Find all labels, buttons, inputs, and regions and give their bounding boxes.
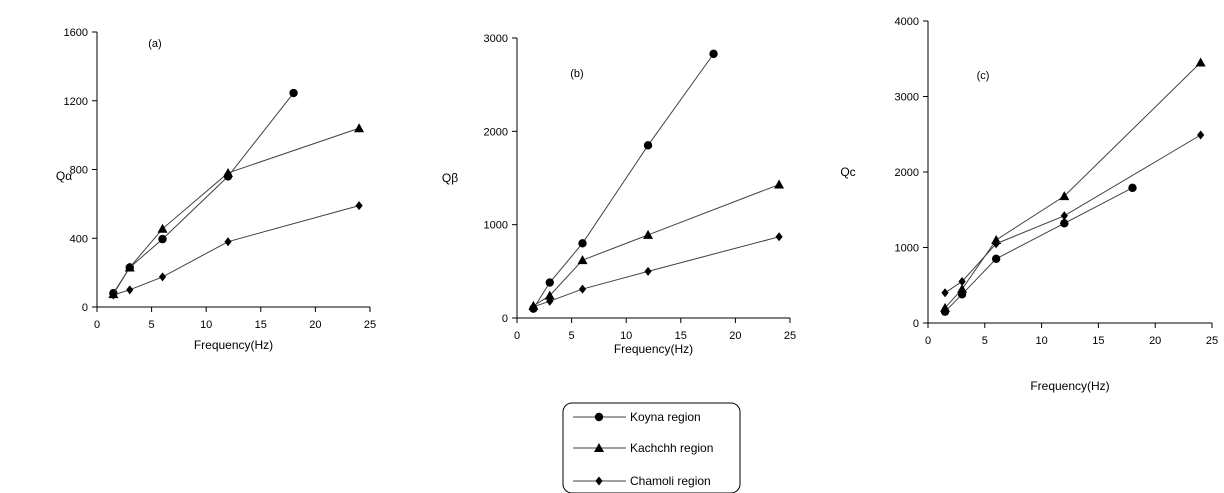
data-point [774,179,785,189]
x-tick-label: 20 [729,330,741,342]
x-tick-label: 25 [784,330,796,342]
data-point [1060,219,1069,228]
y-tick-label: 0 [913,318,919,330]
x-tick-label: 10 [1035,335,1047,347]
data-point [289,88,298,98]
x-tick-label: 25 [364,319,376,331]
x-tick-label: 25 [1206,335,1218,347]
data-point [991,254,1001,264]
chart-panel-b: 0 1000 2000 3000 0 5 10 15 20 25 (b) Qβ Frequency(Hz… [442,33,796,356]
y-axis-label: Qβ [442,171,458,185]
series-line [533,184,780,307]
series-line [944,187,1133,313]
x-tick-label: 15 [675,330,687,342]
data-point [958,276,966,286]
data-point [1197,130,1205,140]
data-point [1195,57,1206,67]
data-point [158,234,167,244]
x-tick-label: 20 [1149,335,1161,347]
data-point [109,290,117,300]
y-tick-label: 1000 [484,220,508,232]
data-point [126,285,134,295]
legend-box [562,402,741,493]
data-point [643,229,654,239]
x-tick-label: 10 [620,330,632,342]
panel-label: (c) [977,70,990,82]
data-point [545,278,554,287]
data-point [529,302,537,312]
data-point [578,284,587,294]
data-point [354,123,365,133]
panel-label: (a) [148,38,161,50]
legend-label: Koyna region [630,410,701,424]
data-point [992,239,1000,249]
y-tick-label: 1200 [64,96,88,108]
x-axis-label: Frequency(Hz) [614,342,693,356]
data-point [940,302,951,312]
data-point [157,223,168,233]
y-tick-label: 2000 [484,126,508,138]
data-point [941,288,949,298]
y-tick-label: 4000 [895,16,919,28]
x-tick-label: 5 [569,330,575,342]
x-tick-label: 0 [94,319,100,331]
data-point [1059,191,1070,201]
x-axis-label: Frequency(Hz) [1030,379,1109,393]
legend-marker [594,443,604,452]
series-line [112,92,294,294]
data-point [578,239,587,248]
y-axis-label: Qα [56,169,72,183]
data-point [224,237,232,247]
y-tick-label: 800 [70,165,88,177]
data-point [546,296,554,306]
x-tick-label: 15 [1092,335,1104,347]
legend-marker [595,476,603,486]
x-tick-label: 20 [309,319,321,331]
x-tick-label: 0 [925,335,931,347]
y-tick-label: 2000 [895,167,919,179]
data-point [223,167,234,177]
legend-label: Kachchh region [630,441,713,455]
y-tick-label: 3000 [484,33,508,45]
data-point [957,284,968,294]
series-line [944,62,1201,309]
y-tick-label: 1600 [64,27,88,39]
x-tick-label: 15 [255,319,267,331]
x-tick-label: 10 [200,319,212,331]
series-line [532,53,714,309]
data-point [355,201,363,211]
x-tick-label: 5 [149,319,155,331]
data-point [643,141,653,150]
series-line [112,127,360,295]
legend-label: Chamoli region [630,474,711,488]
x-tick-label: 0 [514,330,520,342]
legend: Koyna region Kachchh region Chamoli region [562,402,741,493]
legend-marker [594,412,604,422]
panel-label: (b) [570,68,583,80]
chart-panel-a: 0 400 800 1200 1600 0 5 10 15 20 25 (a) Qα Frequency(… [56,27,376,352]
data-point [544,290,555,300]
data-point [644,266,652,276]
data-point [1060,211,1068,221]
x-tick-label: 5 [982,335,988,347]
data-point [1128,183,1137,193]
y-tick-label: 400 [70,233,88,245]
data-point [775,232,783,242]
series-line [944,134,1201,294]
y-tick-label: 3000 [895,92,919,104]
data-point [124,262,135,272]
data-point [577,255,588,265]
data-point [158,272,167,282]
x-axis-label: Frequency(Hz) [194,338,273,352]
data-point [709,49,718,59]
series-line [533,236,780,308]
y-tick-label: 1000 [895,243,919,255]
y-tick-label: 0 [502,313,508,325]
y-tick-label: 0 [82,302,88,314]
y-axis-label: Qc [840,165,855,179]
chart-panel-c: 0 1000 2000 3000 4000 0 5 10 15 20 25 (c) Qc Frequenc… [840,16,1218,393]
